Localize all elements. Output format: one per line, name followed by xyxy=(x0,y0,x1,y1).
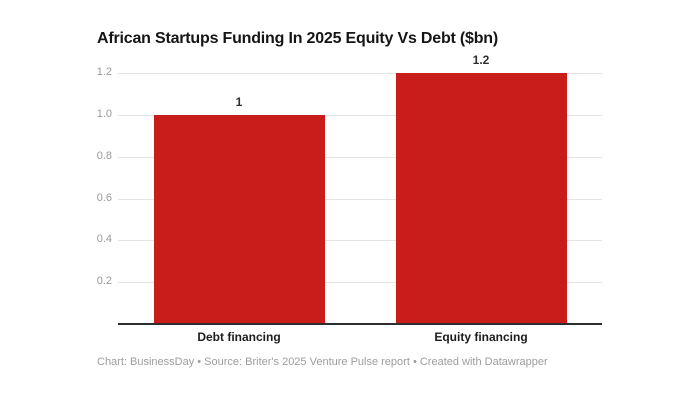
chart-footer: Chart: BusinessDay • Source: Briter's 20… xyxy=(97,356,548,368)
y-axis-tick-label: 1.0 xyxy=(96,107,112,120)
y-gridline xyxy=(118,114,602,116)
bar-equity-financing xyxy=(395,73,567,324)
bar-value-label: 1.2 xyxy=(472,53,490,67)
y-gridline xyxy=(118,73,602,74)
chart-title: African Startups Funding In 2025 Equity … xyxy=(97,30,499,47)
bar-debt-financing xyxy=(153,114,325,324)
x-axis-category-label: Debt financing xyxy=(197,330,281,344)
y-axis-tick-label: 0.8 xyxy=(96,149,112,162)
bar-value-label: 1 xyxy=(235,94,243,109)
y-gridline xyxy=(118,198,602,200)
y-axis-tick-label: 1.2 xyxy=(96,66,112,78)
y-axis-tick-label: 0.6 xyxy=(96,191,112,204)
y-gridline xyxy=(118,156,602,158)
x-axis-baseline xyxy=(118,323,602,325)
y-gridline xyxy=(118,282,602,284)
y-gridline xyxy=(118,240,602,242)
y-axis-tick-label: 0.2 xyxy=(96,275,112,288)
x-axis-category-label: Equity financing xyxy=(434,330,528,344)
y-axis-tick-label: 0.4 xyxy=(96,233,112,246)
